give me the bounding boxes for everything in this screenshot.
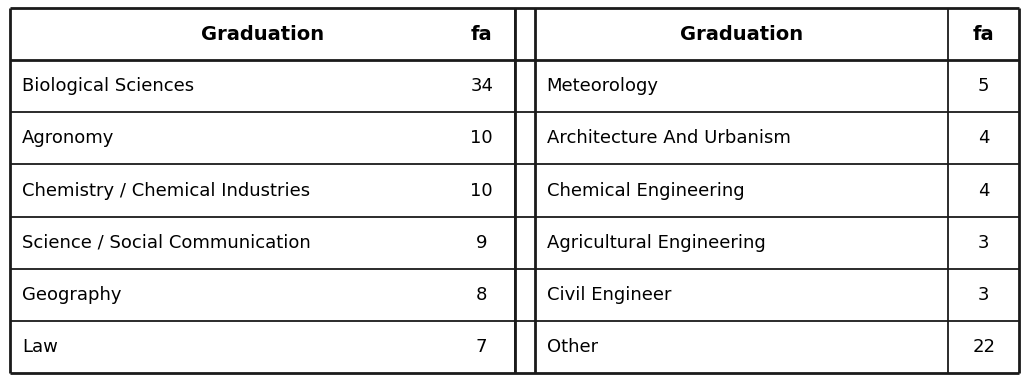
Text: 3: 3 bbox=[978, 286, 990, 304]
Text: Agricultural Engineering: Agricultural Engineering bbox=[546, 234, 766, 251]
Text: Graduation: Graduation bbox=[201, 24, 324, 43]
Text: 9: 9 bbox=[476, 234, 488, 251]
Text: Other: Other bbox=[546, 338, 598, 356]
Text: 3: 3 bbox=[978, 234, 990, 251]
Text: Geography: Geography bbox=[22, 286, 121, 304]
Text: 4: 4 bbox=[978, 181, 990, 200]
Text: 8: 8 bbox=[476, 286, 488, 304]
Text: Meteorology: Meteorology bbox=[546, 77, 659, 95]
Text: 10: 10 bbox=[470, 130, 493, 147]
Text: Chemistry / Chemical Industries: Chemistry / Chemical Industries bbox=[22, 181, 310, 200]
Text: fa: fa bbox=[471, 24, 493, 43]
Text: Architecture And Urbanism: Architecture And Urbanism bbox=[546, 130, 790, 147]
Text: Agronomy: Agronomy bbox=[22, 130, 114, 147]
Text: 7: 7 bbox=[476, 338, 488, 356]
Text: Biological Sciences: Biological Sciences bbox=[22, 77, 194, 95]
Text: 4: 4 bbox=[978, 130, 990, 147]
Text: 34: 34 bbox=[470, 77, 493, 95]
Text: 10: 10 bbox=[470, 181, 493, 200]
Text: 22: 22 bbox=[972, 338, 995, 356]
Text: Law: Law bbox=[22, 338, 58, 356]
Text: Graduation: Graduation bbox=[680, 24, 803, 43]
Text: Chemical Engineering: Chemical Engineering bbox=[546, 181, 744, 200]
Text: Civil Engineer: Civil Engineer bbox=[546, 286, 671, 304]
Text: 5: 5 bbox=[978, 77, 990, 95]
Text: fa: fa bbox=[972, 24, 994, 43]
Text: Science / Social Communication: Science / Social Communication bbox=[22, 234, 311, 251]
